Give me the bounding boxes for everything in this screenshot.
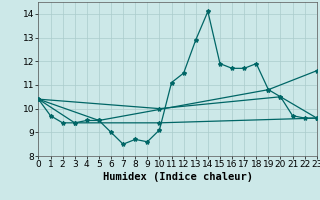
X-axis label: Humidex (Indice chaleur): Humidex (Indice chaleur)	[103, 172, 252, 182]
